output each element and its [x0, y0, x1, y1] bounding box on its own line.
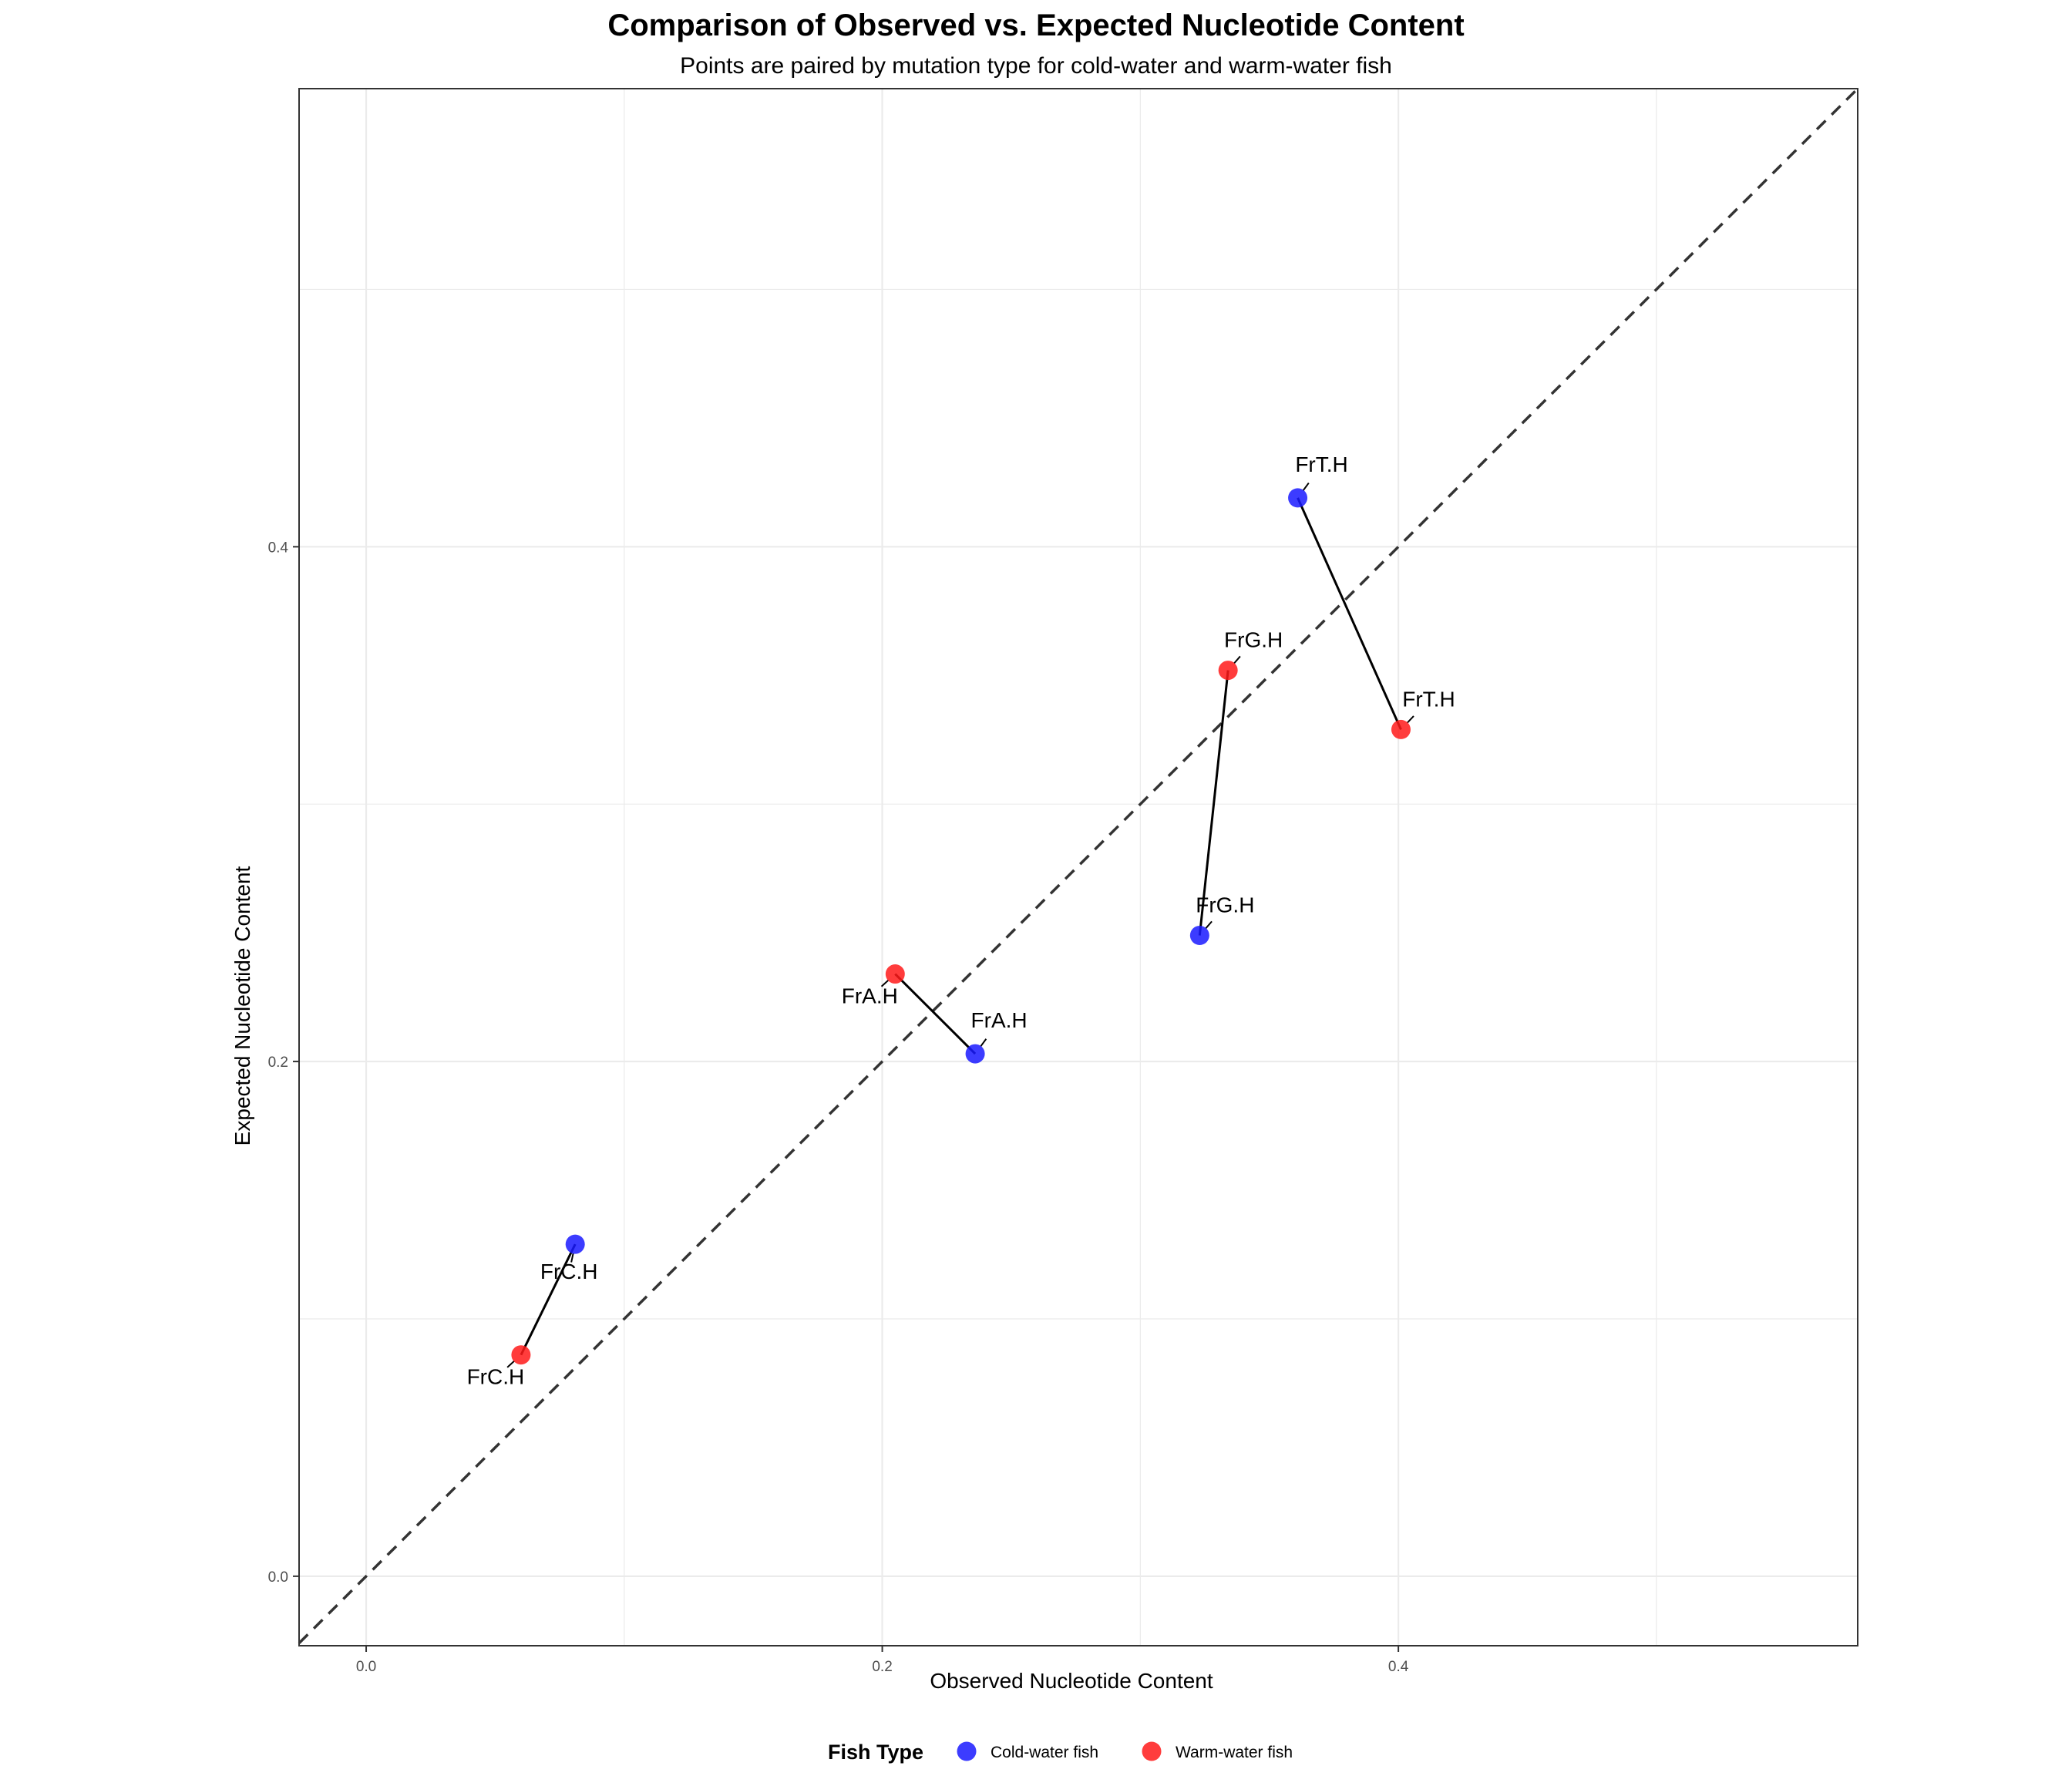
x-tick-label: 0.2	[872, 1659, 892, 1675]
legend-key	[1142, 1741, 1162, 1761]
data-point	[965, 1044, 985, 1064]
point-label: FrC.H	[467, 1365, 525, 1389]
legend-label: Cold-water fish	[991, 1744, 1098, 1761]
label-leader	[880, 979, 890, 987]
plot-background	[299, 89, 1858, 1646]
plot-panel	[299, 89, 1858, 1646]
label-leader	[980, 1038, 987, 1048]
label-leader	[506, 1361, 515, 1368]
chart-title: Comparison of Observed vs. Expected Nucl…	[607, 8, 1464, 42]
point-label: FrT.H	[1402, 687, 1455, 711]
point-label: FrC.H	[540, 1260, 598, 1283]
data-point	[1288, 488, 1308, 508]
x-axis-title: Observed Nucleotide Content	[930, 1669, 1213, 1693]
label-leader	[1205, 920, 1213, 930]
y-tick-label: 0.2	[268, 1054, 288, 1071]
point-label: FrT.H	[1295, 452, 1347, 476]
axes: 0.0 0.2 0.4 0.0 0.2 0.4	[268, 88, 1858, 1675]
x-tick-label: 0.4	[1388, 1659, 1409, 1675]
legend-label: Warm-water fish	[1176, 1744, 1293, 1761]
data-points	[511, 488, 1411, 1365]
pair-segment	[1297, 497, 1402, 730]
grid-lines	[299, 89, 1858, 1646]
label-leader	[1233, 655, 1241, 664]
identity-line	[298, 87, 1859, 1644]
pair-segment	[1198, 670, 1229, 936]
legend: Fish Type Cold-water fish Warm-water fish	[828, 1741, 1293, 1764]
point-label: FrA.H	[971, 1008, 1028, 1032]
data-point	[511, 1345, 531, 1365]
point-label: FrG.H	[1224, 628, 1283, 652]
legend-key	[957, 1741, 977, 1761]
y-axis-title: Expected Nucleotide Content	[230, 866, 254, 1145]
label-leader	[570, 1253, 574, 1263]
x-tick-label: 0.0	[356, 1659, 376, 1675]
legend-items: Cold-water fish Warm-water fish	[957, 1741, 1293, 1761]
label-leader	[1302, 482, 1310, 491]
data-point	[1218, 661, 1238, 681]
pair-segments	[520, 497, 1402, 1356]
legend-title: Fish Type	[828, 1741, 923, 1764]
label-leader	[1406, 715, 1414, 724]
y-tick-label: 0.0	[268, 1569, 288, 1586]
y-tick-label: 0.4	[268, 540, 289, 556]
data-point	[885, 964, 905, 984]
plot-border	[298, 88, 1858, 1646]
data-point	[1391, 719, 1411, 739]
label-leaders	[506, 482, 1414, 1368]
data-point	[565, 1234, 585, 1254]
point-labels: FrC.H FrA.H FrG.H FrT.H FrC.H FrA.H FrG.H FrT.H	[467, 452, 1455, 1389]
reference-line	[298, 87, 1859, 1644]
pair-segment	[520, 1243, 577, 1356]
point-label: FrG.H	[1196, 893, 1254, 917]
chart-subtitle: Points are paired by mutation type for c…	[680, 53, 1392, 79]
point-label: FrA.H	[842, 984, 898, 1008]
pair-segment	[894, 973, 977, 1055]
data-point	[1189, 925, 1209, 945]
